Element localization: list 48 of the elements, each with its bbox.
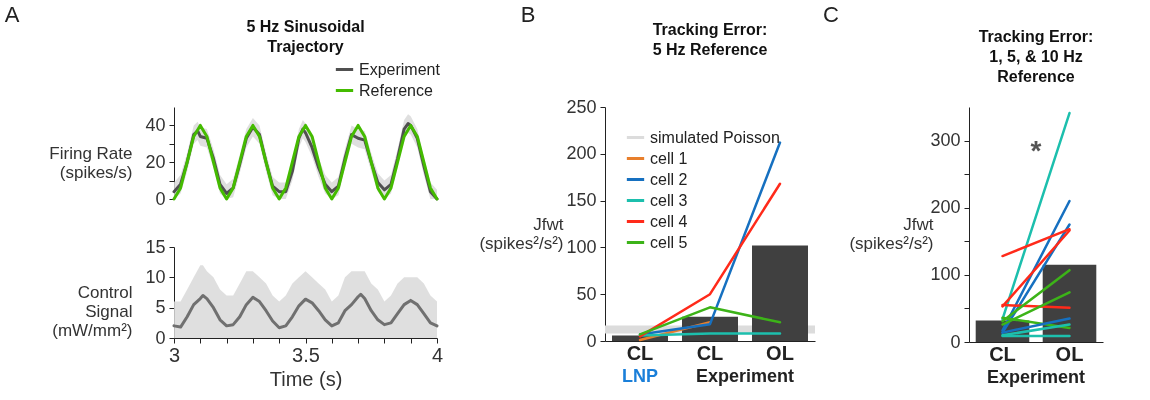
y-tick-label: 100 (930, 264, 961, 285)
y-tick-label: 0 (155, 188, 166, 209)
y-tick-label: 40 (145, 114, 166, 135)
y-tick-label: 5 (155, 297, 166, 318)
x-axis-title: Time (s) (269, 367, 343, 390)
y-axis-title: Jfwt (spikes²/s²) (849, 215, 934, 253)
y-tick-label: 250 (566, 96, 597, 117)
y-axis-title: Control Signal (mW/mm²) (52, 283, 133, 340)
legend-label: cell 5 (650, 233, 688, 251)
y-tick-label: 50 (576, 283, 597, 304)
x-tick-label: CL (989, 342, 1016, 365)
x-tick-label: OL (1055, 342, 1084, 365)
y-tick-label: 150 (566, 190, 597, 211)
x-tick-label: 3.5 (292, 343, 320, 366)
y-tick-label: 0 (586, 330, 597, 351)
text: Experiment (986, 367, 1086, 387)
chart-title: Tracking Error: 1, 5, & 10 Hz Reference (978, 28, 1094, 85)
y-tick-label: 300 (930, 130, 961, 151)
y-tick-label: 0 (950, 331, 961, 352)
text: Experiment (695, 366, 795, 386)
legend-label: Experiment (359, 60, 441, 78)
text: LNP (622, 366, 658, 386)
legend-label: cell 1 (650, 149, 688, 167)
chart-title: 5 Hz Sinusoidal Trajectory (246, 18, 365, 55)
annotation: * (1030, 135, 1042, 166)
x-tick-label: OL (766, 341, 794, 364)
y-tick-label: 15 (145, 236, 166, 257)
legend-label: Reference (359, 81, 433, 99)
y-tick-label: 100 (566, 236, 597, 257)
y-tick-label: 200 (930, 197, 961, 218)
legend-label: cell 4 (650, 212, 688, 230)
text: C (823, 2, 840, 27)
y-tick-label: 20 (145, 151, 166, 172)
x-tick-label: CL (696, 341, 724, 364)
y-tick-label: 0 (155, 327, 166, 348)
chart-title: Tracking Error: 5 Hz Reference (652, 21, 768, 58)
y-axis-title: Jfwt (spikes²/s²) (479, 214, 564, 253)
legend-label: simulated Poisson (650, 128, 780, 146)
y-tick-label: 10 (145, 266, 166, 287)
legend-label: cell 3 (650, 191, 688, 209)
x-tick-label: 3 (168, 343, 181, 366)
text: A (4, 2, 20, 27)
text: B (520, 2, 536, 27)
x-tick-label: CL (626, 341, 654, 364)
y-axis-title: Firing Rate (spikes/s) (49, 143, 133, 182)
y-tick-label: 200 (566, 143, 597, 164)
x-tick-label: 4 (431, 343, 444, 366)
legend-label: cell 2 (650, 170, 688, 188)
